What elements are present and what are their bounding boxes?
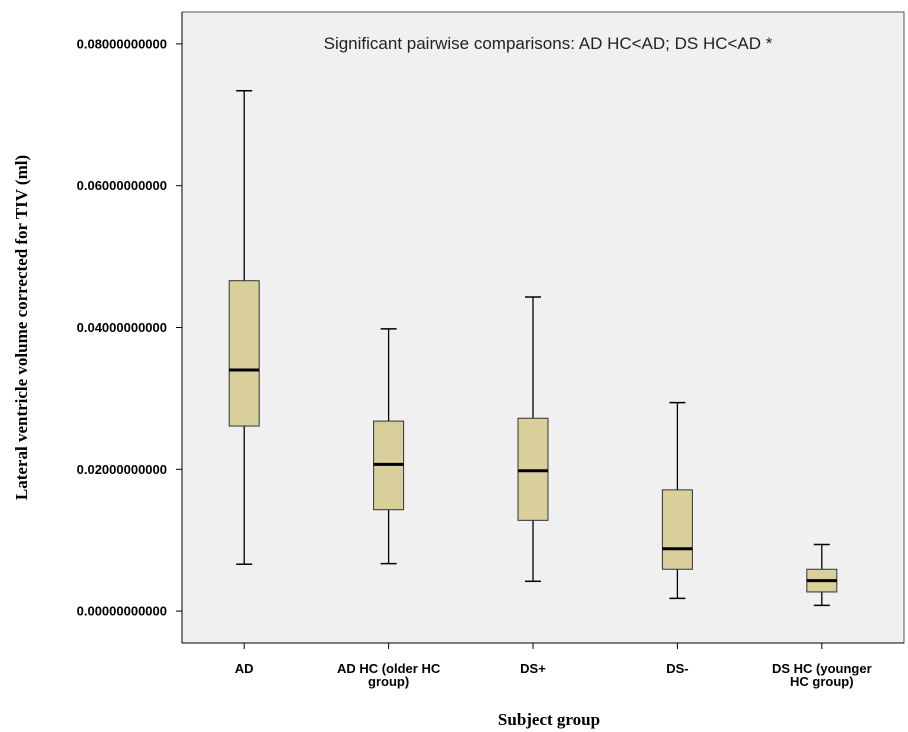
y-axis: 0.00000000000 0.02000000000 0.04000000000 0… [77,12,183,643]
box-group [661,401,693,600]
box-group [806,543,838,607]
iqr-box [228,280,260,427]
y-tick-label: 0.06000000000 [77,178,167,193]
x-tick-label: DS- [666,661,688,676]
x-axis-title: Subject group [498,710,600,729]
y-axis-title: Lateral ventricle volume corrected for T… [12,155,31,500]
box-group [373,328,405,565]
x-tick-label: AD HC (older HC [337,661,441,676]
y-tick-label: 0.08000000000 [77,36,167,51]
y-tick-label: 0.02000000000 [77,462,167,477]
x-tick-label: DS HC (younger [772,661,872,676]
y-tick-label: 0.00000000000 [77,604,167,619]
x-tick-label: HC group) [790,674,854,689]
x-tick-label: group) [368,674,409,689]
iqr-box [661,489,693,570]
annotation-text: Significant pairwise comparisons: AD HC<… [324,34,773,53]
plot-area [181,11,905,644]
x-tick-label: AD [235,661,254,676]
box-group [517,296,549,583]
box-series [228,89,838,607]
y-tick-label: 0.04000000000 [77,320,167,335]
box-group [228,89,260,566]
x-tick-label: DS+ [520,661,546,676]
